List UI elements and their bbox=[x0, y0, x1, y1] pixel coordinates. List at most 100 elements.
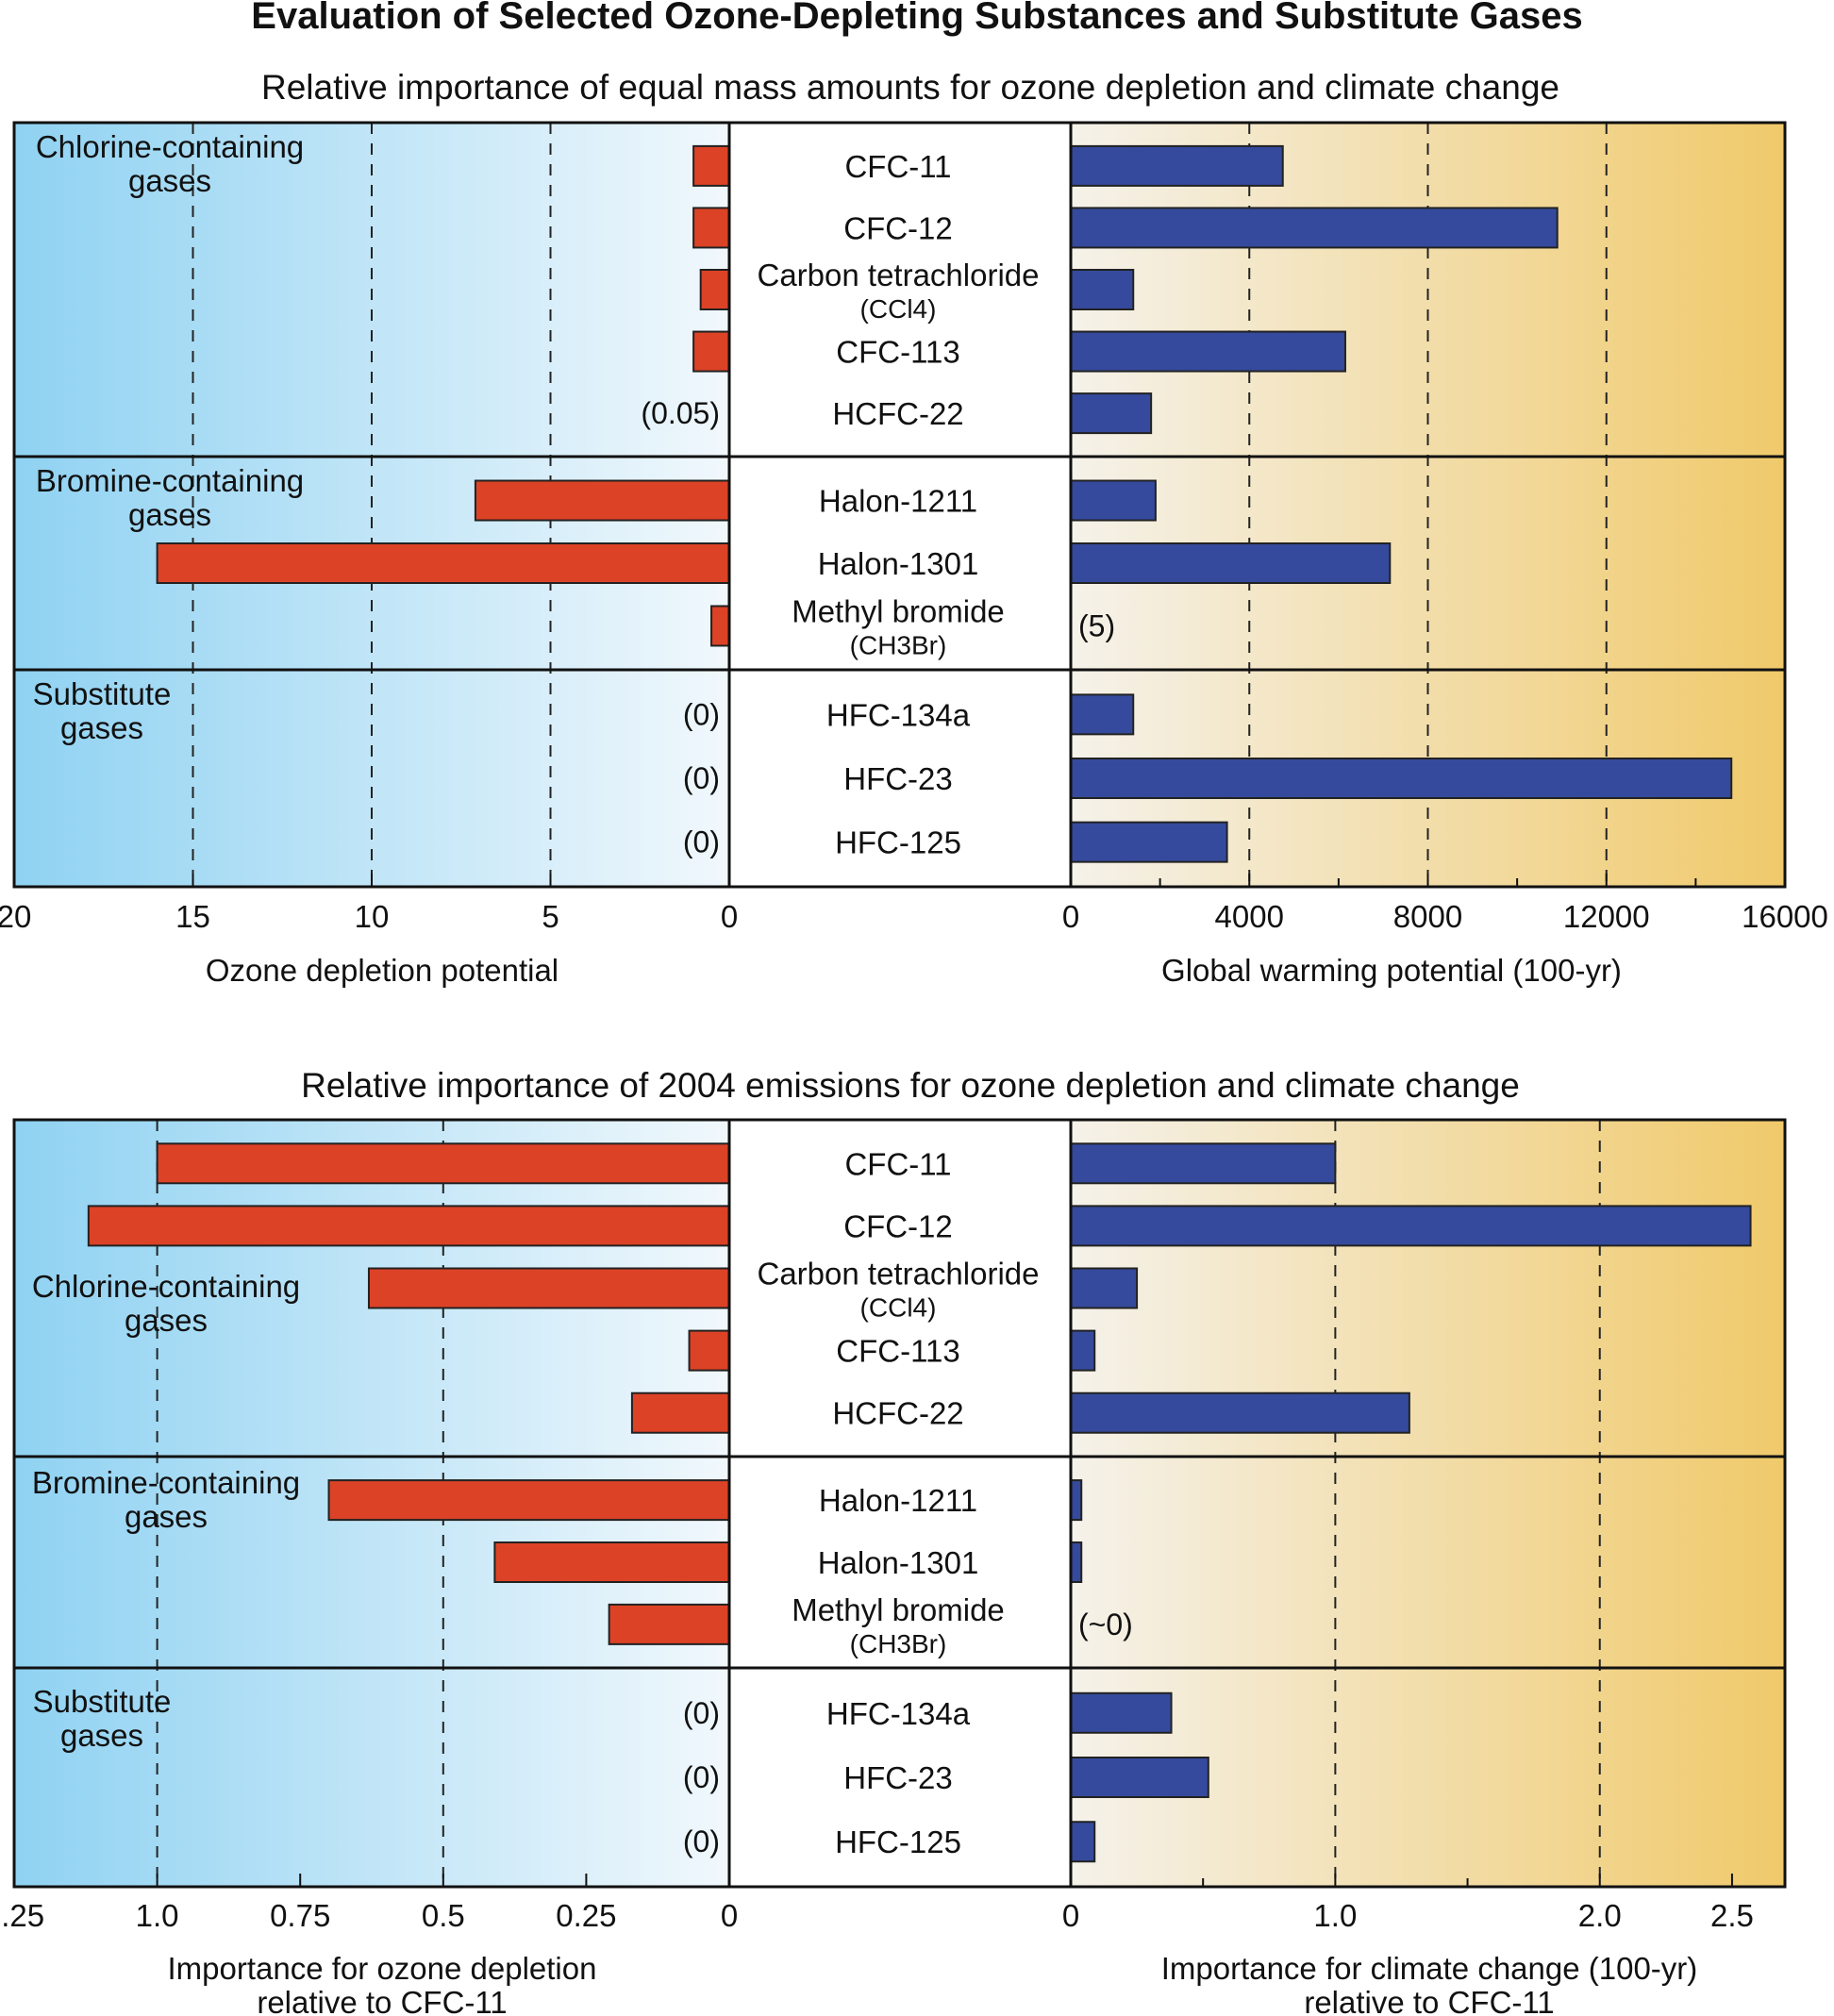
ozone-bar bbox=[156, 1142, 731, 1185]
gas-formula: (CH3Br) bbox=[850, 630, 947, 659]
ozone-bar bbox=[630, 1391, 730, 1434]
climate-value-label: (5) bbox=[1078, 608, 1115, 642]
gas-name: CFC-113 bbox=[836, 335, 959, 370]
ozone-bar bbox=[156, 542, 731, 584]
climate-bar bbox=[1070, 392, 1153, 435]
group-label: gases bbox=[60, 1718, 143, 1753]
ozone-value-label: (0) bbox=[683, 697, 720, 731]
ozone-value-label: (0) bbox=[683, 1824, 720, 1858]
gas-name: Methyl bromide bbox=[792, 593, 1005, 628]
gas-name: HFC-125 bbox=[835, 825, 961, 860]
panel-frame bbox=[12, 121, 1787, 889]
panel-2004-emissions: Relative importance of 2004 emissions fo… bbox=[0, 1066, 1787, 2016]
gas-name: HFC-125 bbox=[835, 1824, 961, 1859]
gas-name: CFC-11 bbox=[844, 1146, 951, 1181]
gas-formula: (CCl4) bbox=[860, 1293, 937, 1323]
panel-frame bbox=[12, 1118, 1787, 1889]
climate-bar bbox=[1070, 1267, 1139, 1309]
climate-axis-label: Importance for climate change (100-yr) bbox=[1161, 1951, 1698, 1986]
climate-bar bbox=[1070, 693, 1135, 736]
ozone-axis-label: relative to CFC-11 bbox=[257, 1985, 507, 2016]
climate-tick-label: 16000 bbox=[1742, 899, 1828, 934]
climate-bar bbox=[1070, 1691, 1173, 1734]
ozone-bar bbox=[688, 1329, 730, 1372]
group-label: Substitute bbox=[33, 1684, 172, 1719]
ozone-tick-label: 1.25 bbox=[0, 1898, 44, 1933]
group-label: Chlorine-containing bbox=[32, 1269, 300, 1304]
climate-bar bbox=[1070, 542, 1392, 584]
figure-title: Evaluation of Selected Ozone-Depleting S… bbox=[251, 0, 1582, 37]
group-label: gases bbox=[60, 710, 143, 745]
climate-bar bbox=[1070, 1541, 1083, 1583]
gas-name: Halon-1301 bbox=[818, 1545, 979, 1580]
gas-name: Carbon tetrachloride bbox=[758, 1257, 1040, 1291]
gas-names-background bbox=[729, 123, 1071, 887]
ozone-bar bbox=[692, 144, 730, 187]
climate-axis-label: Global warming potential (100-yr) bbox=[1161, 953, 1622, 988]
ozone-bar bbox=[710, 605, 730, 647]
climate-tick-label: 12000 bbox=[1563, 899, 1650, 934]
ozone-bar bbox=[699, 269, 730, 310]
gas-name: Halon-1301 bbox=[818, 546, 979, 581]
gas-name: CFC-12 bbox=[843, 1208, 953, 1243]
group-label: Chlorine-containing bbox=[36, 129, 304, 164]
gas-name: Halon-1211 bbox=[819, 1483, 977, 1518]
ozone-tick-label: 15 bbox=[175, 899, 210, 934]
panel-subtitle: Relative importance of 2004 emissions fo… bbox=[301, 1066, 1520, 1105]
ozone-bar bbox=[493, 1541, 730, 1583]
ozone-tick-label: 10 bbox=[355, 899, 390, 934]
climate-bar bbox=[1070, 1757, 1209, 1798]
climate-bar bbox=[1070, 207, 1559, 249]
climate-tick-label: 0 bbox=[1062, 1898, 1079, 1933]
ozone-axis-label: Ozone depletion potential bbox=[206, 953, 559, 988]
ozone-tick-label: 0.5 bbox=[422, 1898, 465, 1933]
ozone-bar bbox=[87, 1205, 731, 1247]
climate-bar bbox=[1070, 269, 1135, 310]
climate-bar bbox=[1070, 330, 1346, 373]
gas-name: HFC-23 bbox=[843, 1760, 953, 1795]
climate-tick-label: 1.0 bbox=[1313, 1898, 1357, 1933]
gas-names-background bbox=[729, 1120, 1071, 1887]
climate-tick-label: 8000 bbox=[1393, 899, 1462, 934]
ozone-tick-label: 0.25 bbox=[556, 1898, 616, 1933]
ozone-bar bbox=[692, 330, 730, 373]
ozone-value-label: (0) bbox=[683, 825, 720, 859]
gas-formula: (CCl4) bbox=[860, 294, 937, 324]
ozone-bar bbox=[608, 1603, 731, 1645]
climate-tick-label: 2.0 bbox=[1578, 1898, 1622, 1933]
climate-bar bbox=[1070, 1329, 1096, 1372]
gas-name: CFC-11 bbox=[844, 149, 951, 184]
ozone-bar bbox=[367, 1267, 730, 1309]
ozone-value-label: (0) bbox=[683, 1760, 720, 1794]
ozone-tick-label: 0 bbox=[721, 1898, 738, 1933]
ozone-value-label: (0.05) bbox=[641, 396, 720, 430]
climate-bar bbox=[1070, 758, 1733, 799]
climate-bar bbox=[1070, 1142, 1337, 1185]
climate-bar bbox=[1070, 144, 1284, 187]
ozone-tick-label: 5 bbox=[542, 899, 559, 934]
ozone-tick-label: 0 bbox=[721, 899, 738, 934]
climate-bar bbox=[1070, 821, 1228, 863]
climate-tick-label: 0 bbox=[1062, 899, 1079, 934]
ozone-axis-label: Importance for ozone depletion bbox=[168, 1951, 597, 1986]
ozone-value-label: (0) bbox=[683, 1696, 720, 1730]
group-label: Substitute bbox=[33, 676, 172, 711]
climate-value-label: (~0) bbox=[1078, 1608, 1133, 1641]
gas-name: HFC-23 bbox=[843, 761, 953, 796]
ozone-tick-label: 20 bbox=[0, 899, 31, 934]
ozone-bar bbox=[692, 207, 730, 249]
ozone-tick-label: 0.75 bbox=[270, 1898, 330, 1933]
gas-name: HFC-134a bbox=[826, 697, 971, 732]
group-label: gases bbox=[125, 1499, 208, 1534]
climate-bar bbox=[1070, 1205, 1752, 1247]
gas-name: CFC-113 bbox=[836, 1334, 959, 1369]
panel-equal-mass: Relative importance of equal mass amount… bbox=[0, 68, 1828, 988]
climate-bar bbox=[1070, 1391, 1410, 1434]
gas-name: Carbon tetrachloride bbox=[758, 258, 1040, 292]
gas-name: Methyl bromide bbox=[792, 1592, 1005, 1627]
gas-name: Halon-1211 bbox=[819, 484, 977, 519]
group-label: gases bbox=[128, 163, 211, 198]
ozone-value-label: (0) bbox=[683, 761, 720, 795]
climate-tick-label: 4000 bbox=[1215, 899, 1284, 934]
